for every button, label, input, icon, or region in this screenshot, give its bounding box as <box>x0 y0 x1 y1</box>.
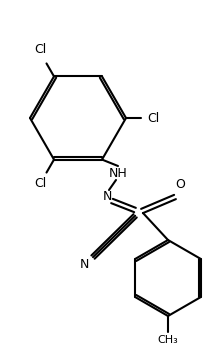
Text: Cl: Cl <box>147 112 159 125</box>
Text: NH: NH <box>109 166 127 180</box>
Text: O: O <box>175 177 185 190</box>
Text: CH₃: CH₃ <box>158 335 178 345</box>
Text: Cl: Cl <box>34 43 46 56</box>
Text: N: N <box>102 189 112 202</box>
Text: N: N <box>79 258 89 271</box>
Text: Cl: Cl <box>34 177 46 190</box>
